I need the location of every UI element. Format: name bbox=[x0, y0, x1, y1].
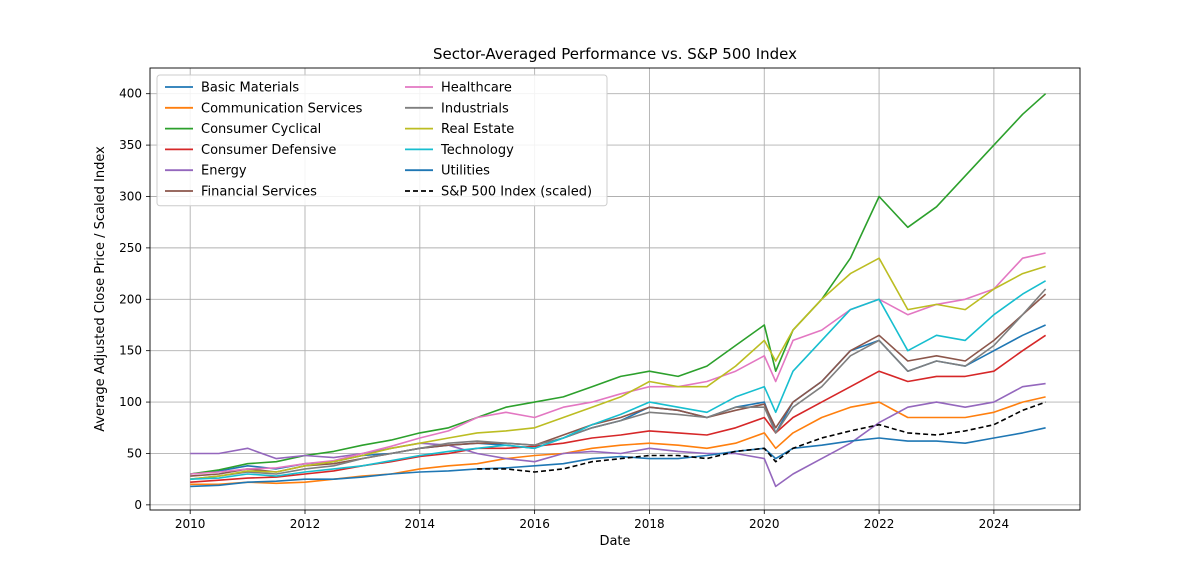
series-line bbox=[190, 293, 1047, 477]
series-line bbox=[190, 334, 1047, 483]
series-line bbox=[190, 288, 1047, 480]
y-tick-label: 200 bbox=[119, 292, 142, 306]
y-tick-label: 300 bbox=[119, 189, 142, 203]
series-line bbox=[190, 252, 1046, 475]
x-axis-label: Date bbox=[599, 534, 630, 549]
legend-label: Communication Services bbox=[201, 101, 363, 116]
legend-label: Industrials bbox=[441, 101, 509, 116]
x-tick-label: 2018 bbox=[634, 517, 665, 531]
x-tick-label: 2024 bbox=[979, 517, 1010, 531]
y-tick-label: 400 bbox=[119, 87, 142, 101]
series-line bbox=[190, 324, 1046, 475]
legend-label: Real Estate bbox=[441, 122, 514, 137]
legend-label: Energy bbox=[201, 164, 247, 179]
x-tick-label: 2022 bbox=[864, 517, 895, 531]
series-line bbox=[190, 427, 1046, 488]
series-line bbox=[190, 257, 1046, 480]
legend-label: S&P 500 Index (scaled) bbox=[441, 185, 592, 200]
legend-label: Consumer Defensive bbox=[201, 143, 336, 158]
legend-label: Financial Services bbox=[201, 185, 317, 200]
y-tick-label: 150 bbox=[119, 344, 142, 358]
series-line bbox=[190, 382, 1046, 488]
series-group bbox=[190, 93, 1047, 488]
legend-label: Healthcare bbox=[441, 81, 512, 96]
y-tick-label: 350 bbox=[119, 138, 142, 152]
series-line bbox=[190, 280, 1047, 480]
x-tick-label: 2012 bbox=[290, 517, 321, 531]
legend-label: Technology bbox=[440, 143, 514, 158]
plot-frame bbox=[149, 67, 1081, 511]
axis-ticks: 2010 2012 2014 2016 2018 2020 2022 2024 0 50 100 15… bbox=[119, 87, 1009, 531]
x-tick-label: 2020 bbox=[749, 517, 780, 531]
x-tick-label: 2016 bbox=[519, 517, 550, 531]
y-tick-label: 50 bbox=[127, 446, 142, 460]
legend-box bbox=[156, 74, 608, 207]
legend: Basic Materials Communication Services Con… bbox=[156, 74, 608, 207]
x-tick-label: 2010 bbox=[175, 517, 206, 531]
series-line bbox=[190, 93, 1047, 475]
legend-label: Consumer Cyclical bbox=[201, 122, 321, 137]
series-line bbox=[477, 401, 1046, 473]
legend-label: Basic Materials bbox=[201, 81, 299, 96]
y-tick-label: 0 bbox=[134, 498, 142, 512]
grid bbox=[150, 68, 1080, 510]
x-tick-label: 2014 bbox=[405, 517, 436, 531]
y-axis-label: Average Adjusted Close Price / Scaled In… bbox=[93, 146, 108, 432]
legend-label: Utilities bbox=[441, 164, 490, 179]
y-tick-label: 250 bbox=[119, 241, 142, 255]
chart-title: Sector-Averaged Performance vs. S&P 500 … bbox=[433, 45, 797, 63]
y-tick-label: 100 bbox=[119, 395, 142, 409]
